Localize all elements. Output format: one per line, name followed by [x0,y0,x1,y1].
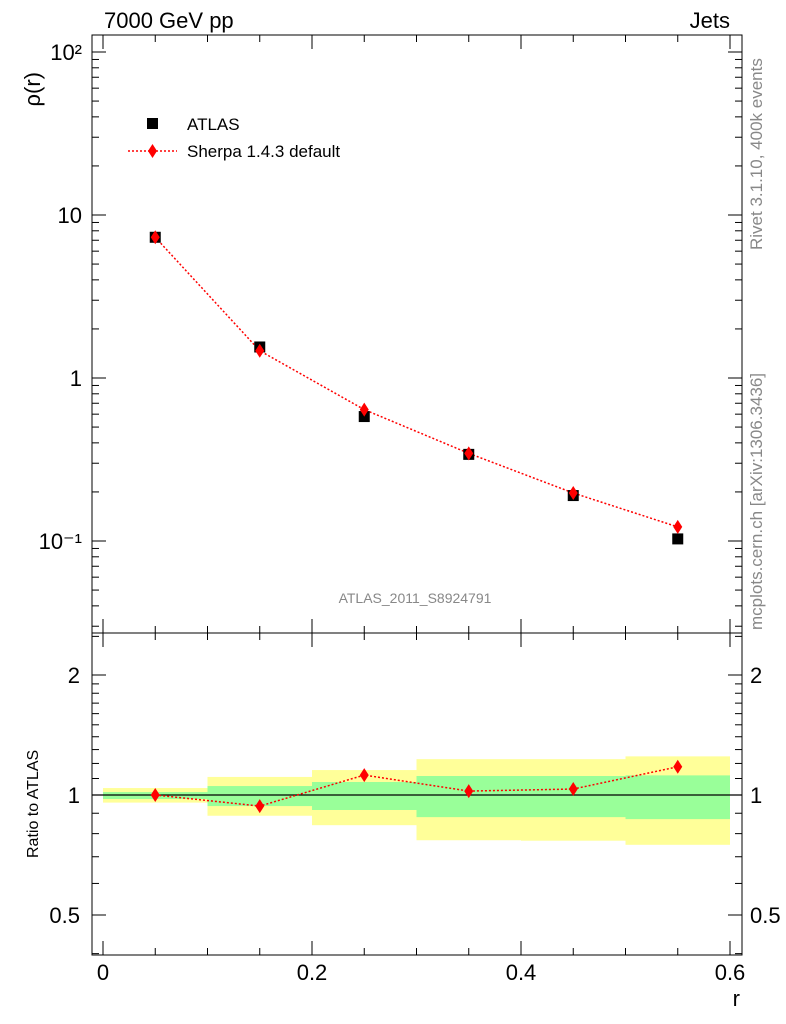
y-tick-label-ratio: 2 [68,663,80,688]
x-tick-label: 0.4 [506,960,537,985]
ratio-point [359,768,369,783]
ratio-point [255,799,265,814]
sherpa-point [673,519,683,534]
sherpa-point [255,343,265,358]
ratio-bands [92,756,742,845]
sherpa-point [464,446,474,461]
ratio-point [150,788,160,802]
axes: 0 0.2 0.4 0.6 10⁻¹ 1 10 10² 0.5 0.5 1 1 2 2 [39,34,781,985]
ratio-point [673,759,683,774]
y-tick-label-main: 10⁻¹ [39,529,82,554]
y-tick-label-main: 10 [58,203,82,228]
y-tick-label-ratio-right: 1 [750,783,762,808]
sherpa-line [154,236,678,528]
y-tick-label-ratio-right: 2 [750,663,762,688]
y-tick-label-ratio-right: 0.5 [750,903,781,928]
band-inner-bin [207,786,312,807]
x-tick-label: 0 [97,960,109,985]
ratio-point [464,784,474,799]
x-tick-label: 0.2 [297,960,328,985]
y-tick-label-ratio: 0.5 [49,903,80,928]
y-tick-label-main: 10² [50,40,82,65]
sherpa-point [359,402,369,417]
atlas-point [672,533,684,545]
legend-atlas-label: ATLAS [187,115,240,134]
legend-sherpa-marker [148,144,157,158]
legend-sherpa-label: Sherpa 1.4.3 default [187,142,340,161]
y-tick-label-ratio: 1 [68,783,80,808]
y-axis-label-ratio: Ratio to ATLAS [25,750,42,858]
x-tick-label: 0.6 [715,960,746,985]
sherpa-point [150,230,160,245]
ratio-point [568,782,578,797]
side-text-mcplots: mcplots.cern.ch [arXiv:1306.3436] [747,373,766,630]
legend-atlas-marker [147,118,158,129]
side-text-rivet: Rivet 3.1.10, 400k events [747,58,766,250]
header-left: 7000 GeV pp [104,8,234,33]
y-axis-label-main: ρ(r) [20,72,45,107]
band-inner-bin [625,775,730,820]
chart-marks [149,230,684,814]
x-axis-label: r [733,986,740,1011]
band-inner-bin [312,781,417,811]
analysis-watermark: ATLAS_2011_S8924791 [339,590,492,606]
sherpa-point [568,486,578,501]
header-right: Jets [690,8,730,33]
y-tick-label-main: 1 [70,366,82,391]
